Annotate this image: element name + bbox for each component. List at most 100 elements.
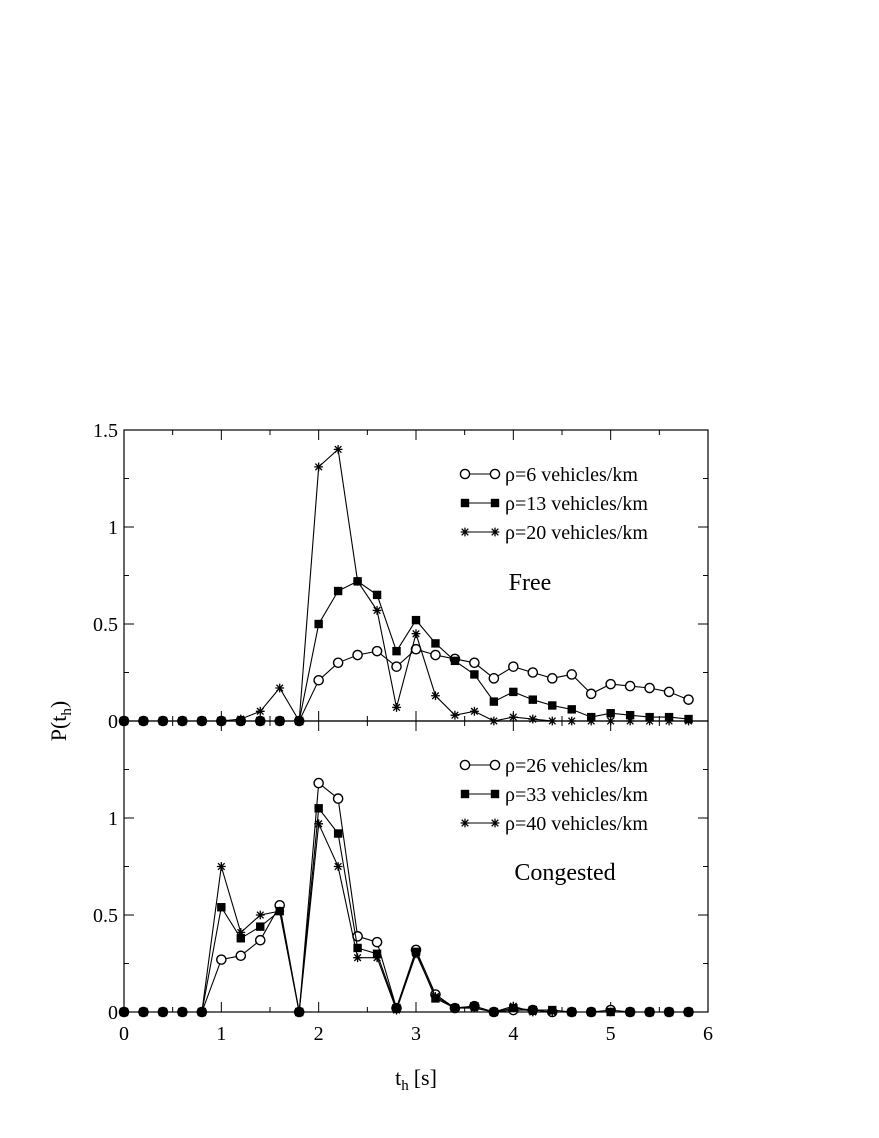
data-point [605, 678, 616, 690]
data-point [333, 445, 343, 454]
y-tick-label: 1.5 [93, 420, 118, 442]
y-axis-label: P(th) [46, 701, 75, 742]
data-point [470, 670, 479, 679]
data-point [392, 646, 401, 656]
series-2 [119, 577, 693, 726]
data-point [431, 992, 440, 1001]
legend-label: ρ=33 vehicles/km [505, 784, 648, 806]
x-tick-label: 4 [508, 1023, 518, 1045]
legend-entry: ρ=40 vehicles/km [460, 813, 648, 835]
legend-marker [490, 498, 500, 508]
data-point [314, 804, 323, 813]
legend-marker [459, 759, 471, 771]
data-point [314, 462, 324, 472]
data-point [489, 1007, 499, 1017]
data-point [528, 695, 537, 704]
data-point [313, 674, 324, 686]
data-point [489, 697, 499, 706]
data-point [275, 906, 285, 916]
x-tick-label: 0 [119, 1023, 129, 1045]
legend-label: ρ=6 vehicles/km [505, 464, 638, 486]
data-point [450, 710, 460, 720]
series-3 [119, 819, 693, 1017]
series-line [124, 580, 689, 722]
legend-marker [460, 789, 470, 799]
legend-marker [460, 818, 470, 828]
data-point [469, 657, 480, 669]
data-point [625, 1007, 635, 1017]
series-line [124, 448, 689, 723]
data-point [314, 619, 323, 629]
legend-marker [459, 468, 471, 480]
data-point [683, 694, 694, 705]
data-point [333, 862, 343, 871]
data-point [372, 953, 382, 963]
data-point [236, 714, 246, 724]
data-point [275, 683, 285, 693]
legend-entry: ρ=13 vehicles/km [460, 493, 648, 515]
data-point [178, 1007, 187, 1017]
data-point [586, 1007, 596, 1017]
data-point [216, 954, 227, 965]
y-tick-label: 1 [108, 808, 118, 830]
data-point [585, 688, 597, 700]
data-point [236, 934, 245, 943]
data-point [664, 1007, 674, 1017]
data-point [255, 910, 265, 920]
data-point [508, 712, 518, 722]
data-point [256, 922, 265, 931]
data-point [216, 862, 226, 871]
data-point [488, 673, 500, 684]
y-tick-label: 0 [108, 1002, 118, 1024]
data-point [411, 615, 421, 625]
data-point [528, 714, 538, 724]
data-point [547, 1007, 557, 1017]
data-point [430, 649, 441, 661]
data-point [392, 703, 401, 712]
data-point [333, 586, 343, 596]
data-point [645, 1007, 654, 1017]
data-point [391, 661, 402, 672]
data-point [235, 950, 247, 962]
data-point [508, 1001, 518, 1011]
data-point [392, 1005, 401, 1015]
data-point [546, 673, 558, 684]
data-point [333, 829, 343, 838]
panel-free: 0 0.5 1 1.5 ρ=6 vehicles/km ρ=13 vehicles/km ρ… [93, 420, 709, 733]
data-point [294, 1007, 304, 1017]
panel-congested: 0 0.5 1 0 1 2 3 4 5 6 ρ=26 vehicles/km ρ=33 vehicle… [93, 720, 713, 1045]
y-tick-label: 1 [108, 517, 118, 539]
y-tick-label: 0.5 [93, 905, 118, 927]
panel-annotation: Congested [514, 860, 615, 886]
legend-marker [460, 498, 470, 508]
y-tick-label: 0.5 [93, 614, 118, 636]
data-point [353, 576, 362, 586]
data-point [139, 1007, 148, 1017]
data-point [332, 793, 344, 804]
data-point [411, 629, 421, 639]
data-point [470, 1003, 479, 1013]
legend-label: ρ=40 vehicles/km [505, 813, 648, 835]
data-point [217, 903, 226, 912]
legend-entry: ρ=6 vehicles/km [459, 464, 638, 486]
data-point [352, 649, 363, 661]
x-axis-label: th [s] [395, 1065, 437, 1094]
data-point [431, 639, 440, 648]
legend-label: ρ=13 vehicles/km [505, 493, 648, 515]
data-point [566, 669, 578, 680]
data-point [236, 928, 246, 937]
legend-marker [490, 527, 500, 537]
data-point [567, 705, 576, 714]
data-point [450, 1003, 460, 1013]
data-point [353, 953, 362, 963]
data-point [431, 691, 440, 701]
data-point [684, 1007, 693, 1017]
data-point [644, 682, 655, 694]
series-line [124, 821, 689, 1013]
legend-marker [489, 759, 501, 771]
x-tick-label: 1 [216, 1023, 226, 1045]
data-point [255, 706, 265, 716]
data-point [548, 701, 557, 710]
data-point [353, 943, 362, 953]
